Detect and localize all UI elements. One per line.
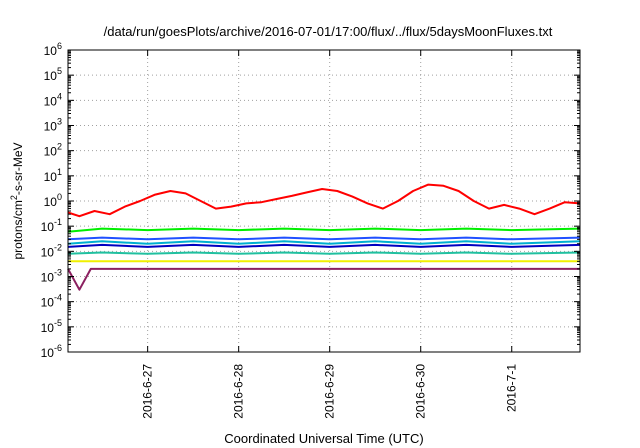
y-tick-label: 10-1 (41, 217, 62, 234)
y-tick-label: 103 (44, 117, 62, 134)
x-tick-label: 2016-6-29 (323, 364, 337, 419)
y-tick-label: 104 (44, 91, 62, 108)
series-line (67, 251, 581, 255)
y-tick-label: 10-5 (41, 318, 62, 335)
y-tick-label: 106 (44, 41, 62, 58)
x-tick-label: 2016-7-1 (505, 364, 519, 412)
x-axis-label: Coordinated Universal Time (UTC) (224, 431, 423, 446)
chart-title: /data/run/goesPlots/archive/2016-07-01/1… (104, 24, 553, 39)
grid (68, 50, 580, 352)
y-tick-label: 105 (44, 66, 62, 83)
x-tick-labels: 2016-6-27 2016-6-28 2016-6-29 2016-6-30 2016… (141, 364, 519, 419)
x-tick-label: 2016-6-30 (414, 364, 428, 419)
x-tick-label: 2016-6-28 (232, 364, 246, 419)
x-tick-label: 2016-6-27 (141, 364, 155, 419)
y-tick-label: 102 (44, 142, 62, 159)
y-tick-label: 10-3 (41, 268, 62, 285)
series-line (67, 227, 581, 233)
axis-ticks (68, 49, 580, 353)
series-line (67, 267, 580, 291)
series-line (67, 240, 581, 245)
y-tick-label: 100 (44, 192, 62, 209)
y-tick-labels: 106 105 104 103 102 101 100 10-1 10-2 10-3 10-4 10-… (41, 41, 62, 360)
y-tick-label: 101 (44, 167, 62, 184)
y-tick-label: 10-6 (41, 343, 62, 360)
series-line (67, 243, 581, 248)
y-tick-label: 10-4 (41, 293, 62, 310)
y-axis-label: protons/cm2-s-sr-MeV (9, 142, 25, 259)
y-tick-label: 10-2 (41, 242, 62, 259)
series-line (67, 236, 581, 241)
series-lines (67, 183, 581, 291)
series-line (67, 183, 581, 218)
